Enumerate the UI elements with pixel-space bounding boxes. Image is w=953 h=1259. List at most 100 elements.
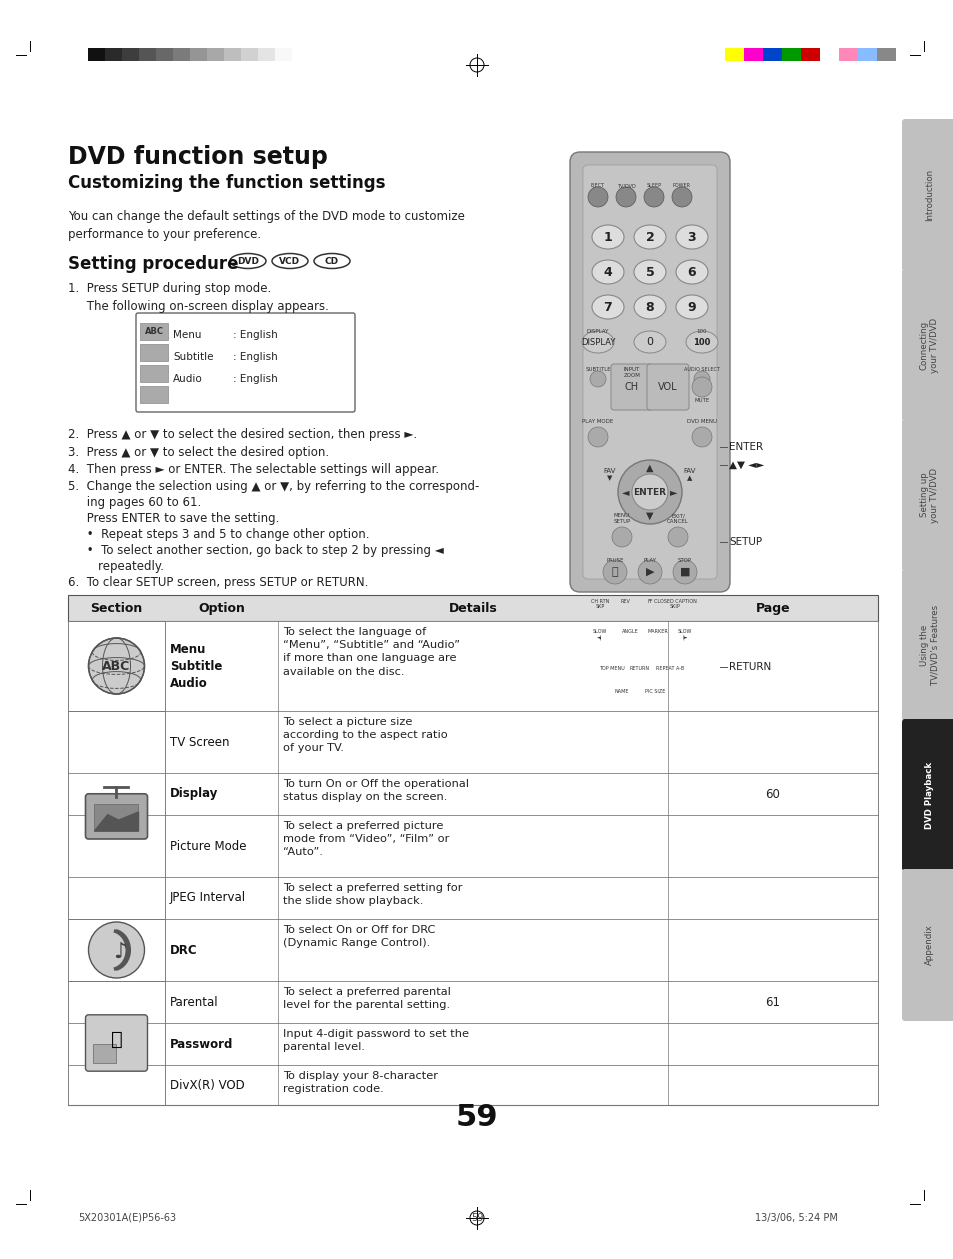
Text: 100: 100 (696, 329, 706, 334)
Bar (639, 601, 659, 614)
Text: EJECT: EJECT (590, 183, 604, 188)
FancyBboxPatch shape (582, 165, 717, 579)
Circle shape (667, 528, 687, 546)
Text: ABC: ABC (144, 326, 163, 335)
Text: ▶: ▶ (645, 567, 654, 577)
Text: 2.  Press ▲ or ▼ to select the desired section, then press ►.: 2. Press ▲ or ▼ to select the desired se… (68, 428, 416, 441)
Text: STOP: STOP (678, 558, 691, 563)
FancyBboxPatch shape (569, 152, 729, 592)
Bar (664, 601, 684, 614)
Circle shape (693, 371, 709, 387)
Ellipse shape (676, 261, 707, 285)
Text: DISPLAY: DISPLAY (580, 337, 615, 346)
Circle shape (602, 560, 626, 584)
Text: ANGLE: ANGLE (621, 630, 638, 635)
Text: FAV
▲: FAV ▲ (683, 468, 696, 481)
Text: To select a picture size
according to the aspect ratio
of your TV.: To select a picture size according to th… (283, 716, 447, 753)
Bar (122, 48, 139, 60)
Text: Introduction: Introduction (924, 169, 933, 222)
Text: Input 4-digit password to set the
parental level.: Input 4-digit password to set the parent… (283, 1029, 469, 1053)
Text: FF: FF (646, 599, 652, 604)
Text: JPEG Interval: JPEG Interval (170, 891, 246, 904)
FancyBboxPatch shape (86, 794, 148, 838)
Text: DVD Playback: DVD Playback (924, 762, 933, 828)
Text: VOL: VOL (658, 381, 677, 392)
Text: MUTE: MUTE (694, 398, 709, 403)
Bar (615, 601, 635, 614)
Text: repeatedly.: repeatedly. (68, 560, 164, 573)
Text: PIC SIZE: PIC SIZE (644, 689, 664, 694)
FancyBboxPatch shape (610, 364, 652, 410)
Text: Subtitle: Subtitle (172, 353, 213, 363)
Ellipse shape (676, 225, 707, 249)
Text: 5X20301A(E)P56-63: 5X20301A(E)P56-63 (78, 1212, 176, 1222)
Bar (241, 48, 257, 60)
Text: ABC: ABC (102, 660, 131, 672)
Text: : English: : English (233, 330, 277, 340)
Text: Setting procedure: Setting procedure (68, 256, 238, 273)
Bar (224, 48, 241, 60)
FancyBboxPatch shape (901, 120, 953, 271)
Bar (598, 667, 620, 677)
Text: : English: : English (233, 374, 277, 384)
Circle shape (89, 638, 144, 694)
Bar (608, 689, 635, 699)
Text: Display: Display (170, 787, 218, 801)
Bar (68, 773, 877, 815)
Bar (140, 344, 168, 361)
Text: ENTER: ENTER (633, 487, 666, 496)
Bar (140, 387, 168, 403)
Circle shape (671, 188, 691, 206)
Bar (139, 48, 156, 60)
Text: Customizing the function settings: Customizing the function settings (68, 174, 385, 193)
Text: Page: Page (755, 602, 789, 614)
Text: PLAY: PLAY (643, 558, 656, 563)
Bar (68, 878, 877, 919)
Bar (657, 667, 679, 677)
Text: DRC: DRC (170, 943, 197, 957)
Bar (645, 630, 667, 645)
Text: DVD MENU: DVD MENU (686, 419, 717, 424)
Text: ▲▼ ◄►: ▲▼ ◄► (728, 460, 763, 470)
Ellipse shape (685, 331, 718, 353)
FancyBboxPatch shape (901, 269, 953, 421)
Text: Menu
Subtitle
Audio: Menu Subtitle Audio (170, 642, 222, 690)
Text: Connecting
your TV/DVD: Connecting your TV/DVD (919, 317, 938, 373)
Text: Option: Option (198, 602, 245, 614)
Text: 4.  Then press ► or ENTER. The selectable settings will appear.: 4. Then press ► or ENTER. The selectable… (68, 463, 438, 476)
Bar (618, 630, 639, 645)
Text: Press ENTER to save the setting.: Press ENTER to save the setting. (68, 512, 279, 525)
Bar (68, 815, 877, 878)
Circle shape (631, 473, 667, 510)
Text: MARKER: MARKER (647, 630, 668, 635)
Text: SLOW
|►: SLOW |► (677, 630, 692, 640)
Text: 2: 2 (645, 230, 654, 243)
Bar (68, 711, 877, 773)
Text: DISPLAY: DISPLAY (586, 329, 609, 334)
Circle shape (643, 188, 663, 206)
Text: Setting up
your TV/DVD: Setting up your TV/DVD (919, 467, 938, 522)
Text: PAUSE: PAUSE (605, 558, 623, 563)
Text: 6.  To clear SETUP screen, press SETUP or RETURN.: 6. To clear SETUP screen, press SETUP or… (68, 577, 368, 589)
Text: CH RTN
SKP: CH RTN SKP (590, 599, 609, 609)
Bar (68, 621, 877, 711)
Bar (257, 48, 274, 60)
Text: PLAY MODE: PLAY MODE (581, 419, 613, 424)
Circle shape (672, 560, 697, 584)
Text: CD: CD (325, 257, 338, 266)
Text: 7: 7 (603, 301, 612, 313)
Circle shape (691, 376, 711, 397)
Text: 1: 1 (603, 230, 612, 243)
Text: 🔧: 🔧 (111, 1030, 122, 1049)
Text: Picture Mode: Picture Mode (170, 840, 246, 852)
Text: ▼: ▼ (645, 511, 653, 521)
Text: ▲: ▲ (645, 463, 653, 473)
Text: 9: 9 (687, 301, 696, 313)
FancyBboxPatch shape (136, 313, 355, 412)
Text: 1.  Press SETUP during stop mode.
     The following on-screen display appears.: 1. Press SETUP during stop mode. The fol… (68, 282, 329, 313)
Text: MENU
SETUP: MENU SETUP (613, 514, 630, 524)
Text: ⏸: ⏸ (611, 567, 618, 577)
Ellipse shape (592, 225, 623, 249)
Bar (626, 667, 648, 677)
Bar (156, 48, 172, 60)
